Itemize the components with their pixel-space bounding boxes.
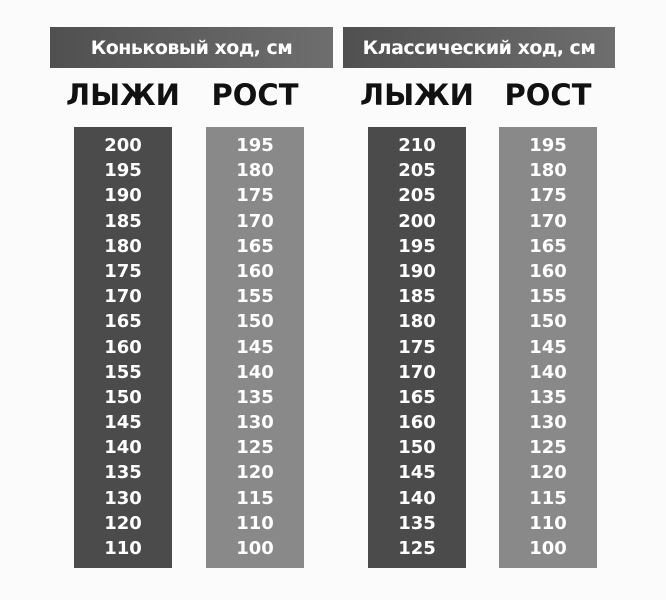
table-cell: 160 — [104, 336, 142, 358]
table-cell: 145 — [398, 462, 436, 484]
table-cell: 125 — [236, 437, 274, 459]
table-cell: 140 — [236, 361, 274, 383]
table-cell: 130 — [236, 412, 274, 434]
table-cell: 165 — [529, 235, 567, 257]
table-cell: 100 — [236, 538, 274, 559]
table-cell: 150 — [529, 311, 567, 333]
classic-ski-header: ЛЫЖИ — [360, 78, 474, 112]
table-cell: 185 — [398, 286, 436, 308]
table-cell: 205 — [398, 185, 436, 207]
table-cell: 155 — [104, 361, 142, 383]
table-cell: 200 — [104, 135, 142, 156]
skate-height-column: 195 180 175 170 165 160 155 150 145 140 135 130 125 1… — [206, 127, 304, 568]
table-cell: 195 — [529, 135, 567, 156]
table-cell: 130 — [104, 487, 142, 509]
table-cell: 180 — [529, 160, 567, 182]
table-cell: 110 — [529, 512, 567, 534]
table-cell: 145 — [529, 336, 567, 358]
table-cell: 175 — [104, 260, 142, 282]
table-cell: 180 — [398, 311, 436, 333]
table-cell: 140 — [398, 487, 436, 509]
skate-title-banner: Коньковый ход, см — [50, 27, 333, 68]
table-cell: 155 — [236, 286, 274, 308]
table-cell: 165 — [236, 235, 274, 257]
table-cell: 205 — [398, 160, 436, 182]
table-cell: 175 — [398, 336, 436, 358]
table-cell: 210 — [398, 135, 436, 156]
classic-title-banner: Классический ход, см — [343, 27, 615, 68]
table-cell: 195 — [104, 160, 142, 182]
table-cell: 125 — [529, 437, 567, 459]
table-cell: 135 — [236, 386, 274, 408]
table-cell: 135 — [529, 386, 567, 408]
classic-height-header: РОСТ — [504, 78, 592, 112]
table-cell: 150 — [236, 311, 274, 333]
table-cell: 165 — [104, 311, 142, 333]
table-cell: 150 — [398, 437, 436, 459]
classic-height-column: 195 180 175 170 165 160 155 150 145 140 135 130 125 1… — [499, 127, 597, 568]
table-cell: 165 — [398, 386, 436, 408]
table-cell: 160 — [529, 260, 567, 282]
table-cell: 175 — [529, 185, 567, 207]
table-cell: 120 — [236, 462, 274, 484]
table-cell: 170 — [104, 286, 142, 308]
table-cell: 125 — [398, 538, 436, 559]
table-cell: 170 — [236, 210, 274, 232]
skate-height-header: РОСТ — [211, 78, 299, 112]
table-cell: 160 — [236, 260, 274, 282]
table-cell: 185 — [104, 210, 142, 232]
table-cell: 140 — [529, 361, 567, 383]
table-cell: 135 — [104, 462, 142, 484]
skate-ski-header: ЛЫЖИ — [66, 78, 180, 112]
classic-ski-column: 210 205 205 200 195 190 185 180 175 170 165 160 150 1… — [368, 127, 466, 568]
table-cell: 160 — [398, 412, 436, 434]
table-cell: 180 — [236, 160, 274, 182]
table-cell: 110 — [236, 512, 274, 534]
table-cell: 145 — [236, 336, 274, 358]
table-cell: 180 — [104, 235, 142, 257]
table-cell: 130 — [529, 412, 567, 434]
table-cell: 115 — [529, 487, 567, 509]
table-cell: 115 — [236, 487, 274, 509]
table-cell: 120 — [529, 462, 567, 484]
table-cell: 150 — [104, 386, 142, 408]
table-cell: 170 — [529, 210, 567, 232]
table-cell: 195 — [236, 135, 274, 156]
table-cell: 190 — [398, 260, 436, 282]
table-cell: 135 — [398, 512, 436, 534]
table-cell: 195 — [398, 235, 436, 257]
skate-ski-column: 200 195 190 185 180 175 170 165 160 155 150 145 140 1… — [74, 127, 172, 568]
table-cell: 170 — [398, 361, 436, 383]
table-cell: 190 — [104, 185, 142, 207]
table-cell: 155 — [529, 286, 567, 308]
table-cell: 110 — [104, 538, 142, 559]
table-cell: 175 — [236, 185, 274, 207]
table-cell: 200 — [398, 210, 436, 232]
table-cell: 145 — [104, 412, 142, 434]
table-cell: 120 — [104, 512, 142, 534]
table-cell: 140 — [104, 437, 142, 459]
table-cell: 100 — [529, 538, 567, 559]
